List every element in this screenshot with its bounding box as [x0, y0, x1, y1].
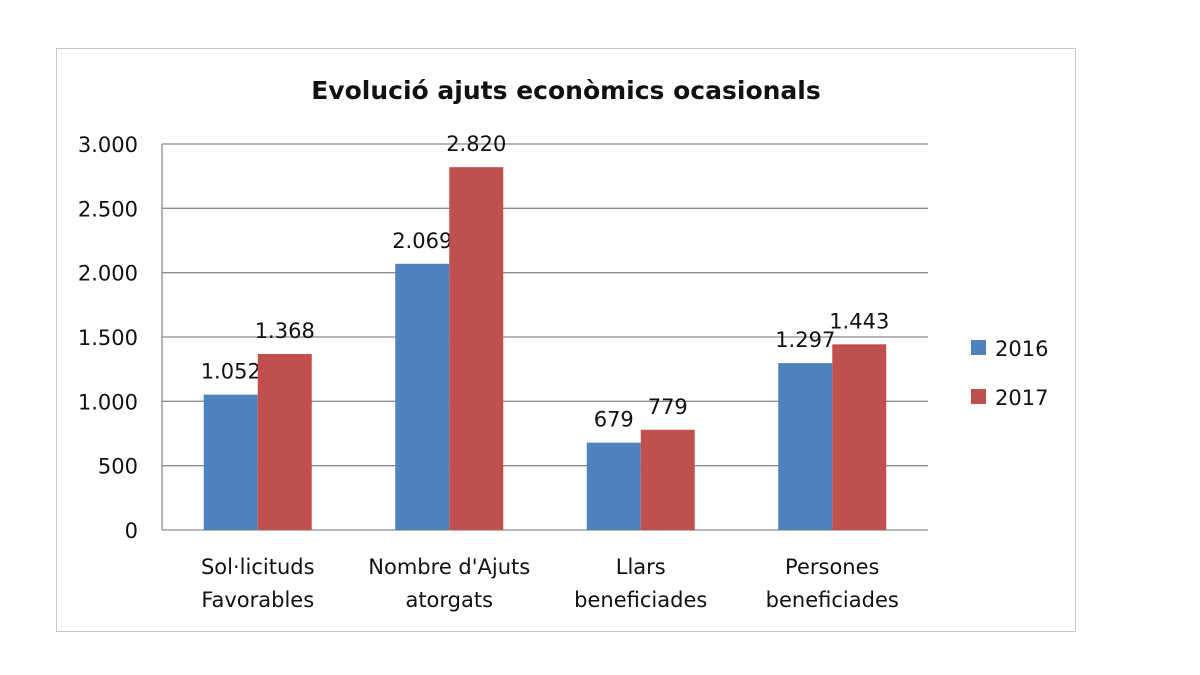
bar-2017 — [640, 429, 695, 530]
bar-2017 — [832, 344, 887, 530]
bar-2017 — [449, 167, 504, 530]
y-tick-label: 0 — [125, 519, 138, 543]
bar-2016 — [778, 363, 833, 530]
x-tick-label: Sol·licituds — [201, 555, 315, 579]
y-tick-label: 500 — [98, 455, 138, 479]
chart-title: Evolució ajuts econòmics ocasionals — [311, 76, 821, 105]
data-label: 2.069 — [392, 229, 452, 253]
bar-2017 — [257, 353, 312, 530]
data-label: 779 — [648, 395, 688, 419]
data-label: 679 — [594, 408, 634, 432]
x-tick-label: Nombre d'Ajuts — [368, 555, 530, 579]
data-label: 1.368 — [255, 319, 315, 343]
y-tick-label: 1.500 — [78, 326, 138, 350]
data-label: 1.297 — [775, 328, 835, 352]
bar-2016 — [203, 394, 258, 530]
x-tick-label: Llars — [616, 555, 666, 579]
legend-label: 2017 — [995, 386, 1048, 410]
data-label: 2.820 — [446, 132, 506, 156]
data-label: 1.443 — [829, 309, 889, 333]
legend-swatch — [971, 389, 986, 404]
x-tick-label: Favorables — [201, 588, 314, 612]
x-tick-label: beneficiades — [574, 588, 707, 612]
y-tick-label: 2.500 — [78, 197, 138, 221]
y-tick-label: 3.000 — [78, 133, 138, 157]
x-tick-label: beneficiades — [766, 588, 899, 612]
y-tick-label: 2.000 — [78, 262, 138, 286]
x-tick-label: atorgats — [405, 588, 493, 612]
bar-2016 — [395, 263, 450, 530]
chart-frame — [56, 48, 1076, 632]
bar-2016 — [586, 442, 641, 530]
legend-label: 2016 — [995, 337, 1048, 361]
data-label: 1.052 — [201, 360, 261, 384]
y-tick-label: 1.000 — [78, 390, 138, 414]
legend-swatch — [971, 340, 986, 355]
x-tick-label: Persones — [785, 555, 879, 579]
